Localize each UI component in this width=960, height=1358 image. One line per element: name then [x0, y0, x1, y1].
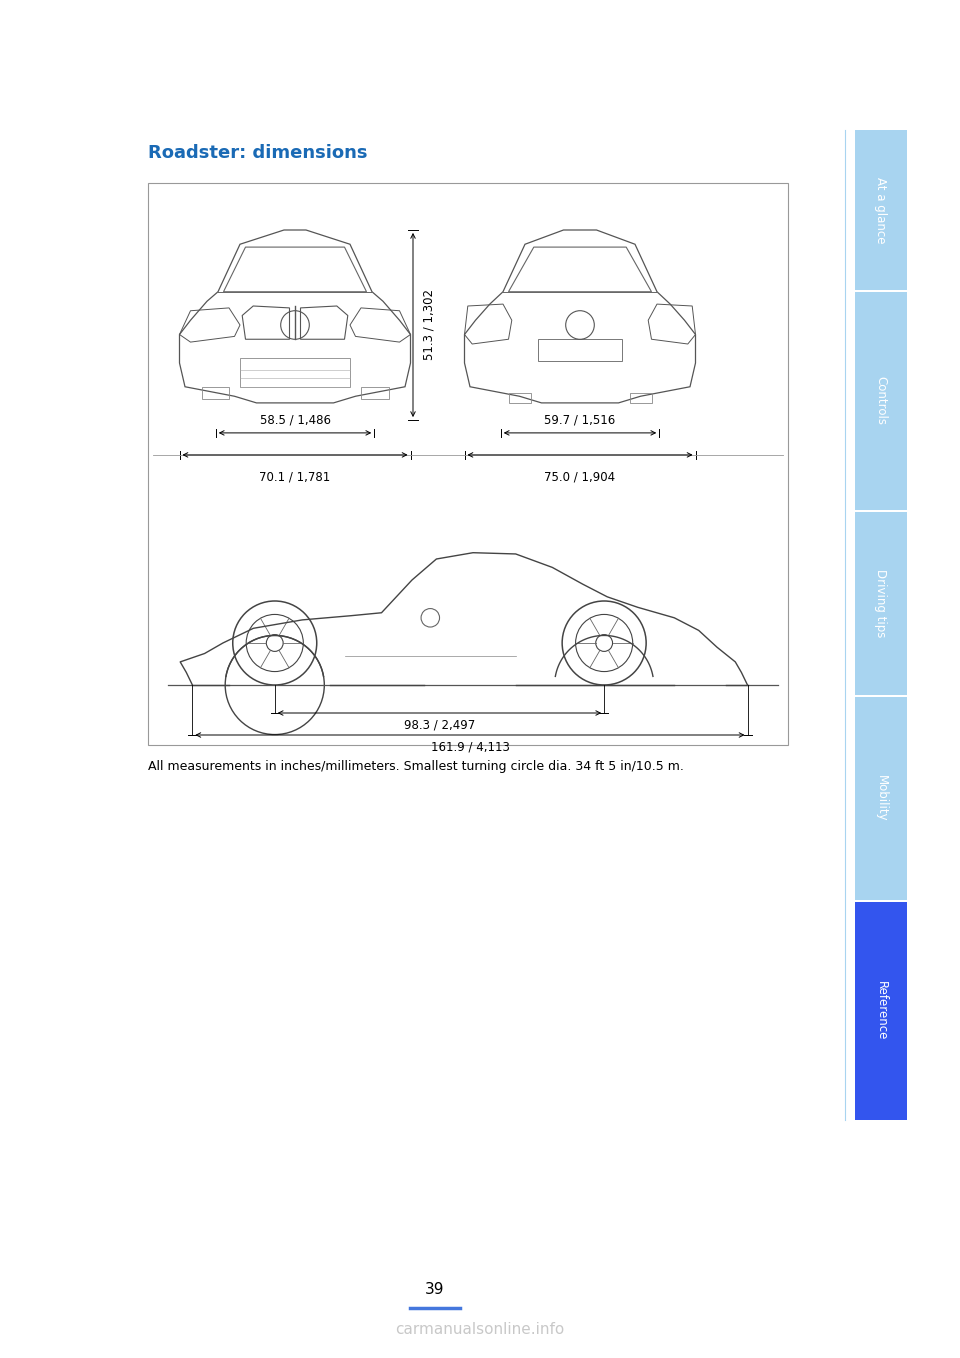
- Text: Driving tips: Driving tips: [875, 569, 887, 638]
- Text: All measurements in inches/millimeters. Smallest turning circle dia. 34 ft 5 in/: All measurements in inches/millimeters. …: [148, 760, 684, 773]
- Bar: [855, 130, 907, 291]
- Text: Controls: Controls: [875, 376, 887, 425]
- Text: 51.3 / 1,302: 51.3 / 1,302: [423, 289, 436, 360]
- Text: Reference: Reference: [875, 982, 887, 1040]
- Bar: [855, 902, 907, 1120]
- Bar: [855, 512, 907, 695]
- Text: Roadster: dimensions: Roadster: dimensions: [148, 144, 368, 162]
- Bar: [855, 292, 907, 511]
- Text: At a glance: At a glance: [875, 177, 887, 243]
- Text: carmanualsonline.info: carmanualsonline.info: [396, 1323, 564, 1338]
- Text: 59.7 / 1,516: 59.7 / 1,516: [544, 414, 615, 426]
- Text: 70.1 / 1,781: 70.1 / 1,781: [259, 471, 330, 483]
- Text: 161.9 / 4,113: 161.9 / 4,113: [430, 741, 510, 754]
- Text: 58.5 / 1,486: 58.5 / 1,486: [259, 414, 330, 426]
- Text: 98.3 / 2,497: 98.3 / 2,497: [404, 718, 475, 732]
- Text: 75.0 / 1,904: 75.0 / 1,904: [544, 471, 615, 483]
- Bar: [148, 183, 788, 746]
- Text: 39: 39: [425, 1282, 444, 1297]
- Bar: [855, 697, 907, 900]
- Text: Mobility: Mobility: [875, 775, 887, 822]
